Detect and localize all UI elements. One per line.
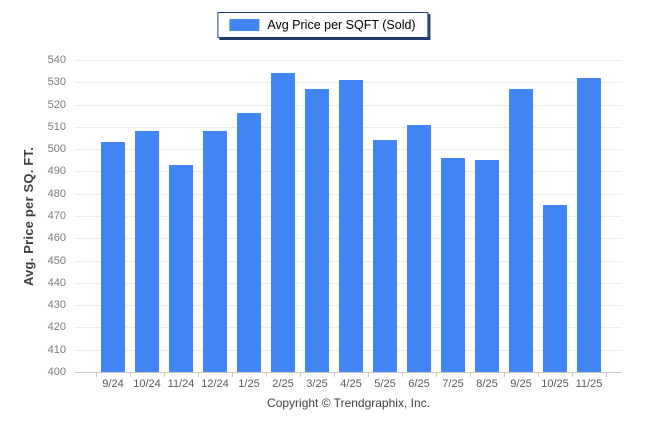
x-axis-tick [504,373,505,377]
x-axis-tick [436,373,437,377]
x-axis-tick [164,373,165,377]
x-axis-tick [470,373,471,377]
bar [203,131,227,372]
bar [509,88,533,372]
bar [101,142,125,372]
y-tick-label: 400 [47,366,66,378]
x-axis-tick [232,373,233,377]
bar [339,80,363,372]
x-tick-label: 10/25 [541,378,569,390]
legend-swatch-icon [229,19,260,31]
x-tick-label: 9/24 [102,378,124,390]
x-axis-tick [368,373,369,377]
x-axis-tick [402,373,403,377]
x-axis-baseline [75,372,622,373]
y-tick-label: 410 [47,343,66,356]
y-tick-label: 490 [47,165,66,178]
copyright-text: Copyright © Trendgraphix, Inc. [267,396,430,410]
bar [237,113,261,372]
x-tick-label: 1/25 [238,378,260,390]
bar [543,204,567,372]
y-tick-label: 420 [47,321,66,334]
y-tick-label: 470 [47,210,66,222]
x-axis-tick [130,373,131,377]
bar [135,131,159,372]
x-tick-label: 2/25 [272,378,294,390]
x-tick-label: 4/25 [340,378,362,390]
legend-box: Avg Price per SQFT (Sold) [217,12,429,38]
x-tick-label: 9/25 [510,378,532,390]
y-tick-label: 510 [47,120,66,133]
bar [475,160,499,372]
x-tick-label: 5/25 [374,378,396,390]
y-tick-label: 530 [47,76,66,89]
x-axis-tick [300,373,301,377]
x-tick-label: 6/25 [408,378,430,390]
plot-area: 9/24 10/24 11/24 12/24 1/25 2/25 3/25 4/25 5/25 6… [75,60,622,390]
y-tick-label: 430 [47,299,66,312]
x-tick-label: 12/24 [201,378,229,390]
bar [407,124,431,372]
y-tick-label: 500 [47,143,66,156]
x-tick-label: 8/25 [476,378,498,390]
bar [577,77,601,372]
bar [441,158,465,372]
gridline [75,60,622,61]
x-tick-label: 11/24 [167,378,195,390]
y-tick-label: 450 [47,254,66,267]
y-tick-label: 460 [47,232,66,245]
y-axis-tick-labels: 400 410 420 430 440 450 460 470 480 490 500 510 520 5… [0,54,70,378]
y-tick-label: 440 [47,276,66,289]
x-axis-tick [266,373,267,377]
x-axis-tick [334,373,335,377]
x-axis-tick [572,373,573,377]
legend-label: Avg Price per SQFT (Sold) [267,18,416,32]
x-axis-tick [538,373,539,377]
bar [169,164,193,372]
bar [305,88,329,372]
x-tick-label: 7/25 [442,378,464,390]
y-tick-label: 480 [47,187,66,200]
x-tick-label: 11/25 [575,378,603,390]
x-axis-tick [606,373,607,377]
bar [271,73,295,372]
bar [373,140,397,372]
x-axis-tick [198,373,199,377]
y-tick-label: 540 [47,54,66,66]
x-tick-label: 3/25 [306,378,328,390]
y-tick-label: 520 [47,98,66,111]
x-axis-tick [96,373,97,377]
x-tick-label: 10/24 [133,378,161,390]
